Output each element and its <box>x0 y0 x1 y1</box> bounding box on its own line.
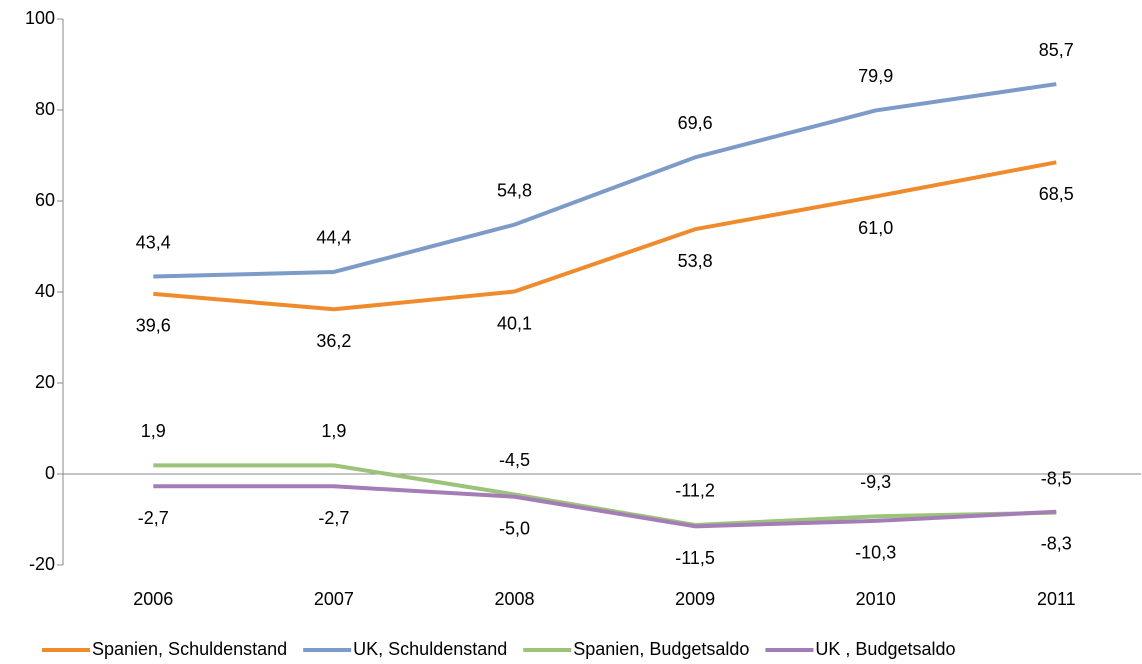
y-tick-label: 100 <box>25 8 55 28</box>
data-label: 40,1 <box>497 313 532 333</box>
y-tick-label: 0 <box>45 463 55 483</box>
legend-label: Spanien, Schuldenstand <box>92 639 287 659</box>
series-line <box>153 160 1057 312</box>
series-line <box>153 82 1057 279</box>
x-tick-label: 2007 <box>314 589 354 609</box>
data-label: 61,0 <box>858 218 893 238</box>
data-label: -2,7 <box>318 508 349 528</box>
data-label: -8,5 <box>1041 468 1072 488</box>
data-label: 68,5 <box>1039 184 1074 204</box>
data-label: -8,3 <box>1041 534 1072 554</box>
x-tick-label: 2008 <box>494 589 534 609</box>
y-tick-label: 80 <box>35 99 55 119</box>
data-label: 79,9 <box>858 66 893 86</box>
x-tick-label: 2011 <box>1037 589 1076 609</box>
data-label: -9,3 <box>860 472 891 492</box>
x-tick-label: 2010 <box>856 589 896 609</box>
data-label: 69,6 <box>678 113 713 133</box>
y-tick-label: -20 <box>29 554 55 574</box>
data-label: 85,7 <box>1039 40 1074 60</box>
data-label: 53,8 <box>678 251 713 271</box>
data-label: -10,3 <box>855 543 896 563</box>
y-tick-label: 20 <box>35 372 55 392</box>
series-line <box>153 484 1057 529</box>
legend-label: Spanien, Budgetsaldo <box>573 639 749 659</box>
data-label: 36,2 <box>316 331 351 351</box>
data-label: 44,4 <box>316 228 351 248</box>
data-label: -4,5 <box>499 450 530 470</box>
data-label: 1,9 <box>321 421 346 441</box>
data-label: 39,6 <box>136 316 171 336</box>
data-label: 43,4 <box>136 232 171 252</box>
y-tick-label: 60 <box>35 190 55 210</box>
data-label: -11,5 <box>675 548 715 568</box>
y-tick-label: 40 <box>35 281 55 301</box>
data-label: -5,0 <box>499 519 530 539</box>
data-label: 1,9 <box>141 421 166 441</box>
legend-label: UK , Budgetsaldo <box>815 639 955 659</box>
data-label: -2,7 <box>138 508 169 528</box>
x-tick-label: 2009 <box>675 589 715 609</box>
x-tick-label: 2006 <box>133 589 173 609</box>
data-label: 54,8 <box>497 180 532 200</box>
legend-label: UK, Schuldenstand <box>353 639 507 659</box>
data-label: -11,2 <box>675 481 715 501</box>
